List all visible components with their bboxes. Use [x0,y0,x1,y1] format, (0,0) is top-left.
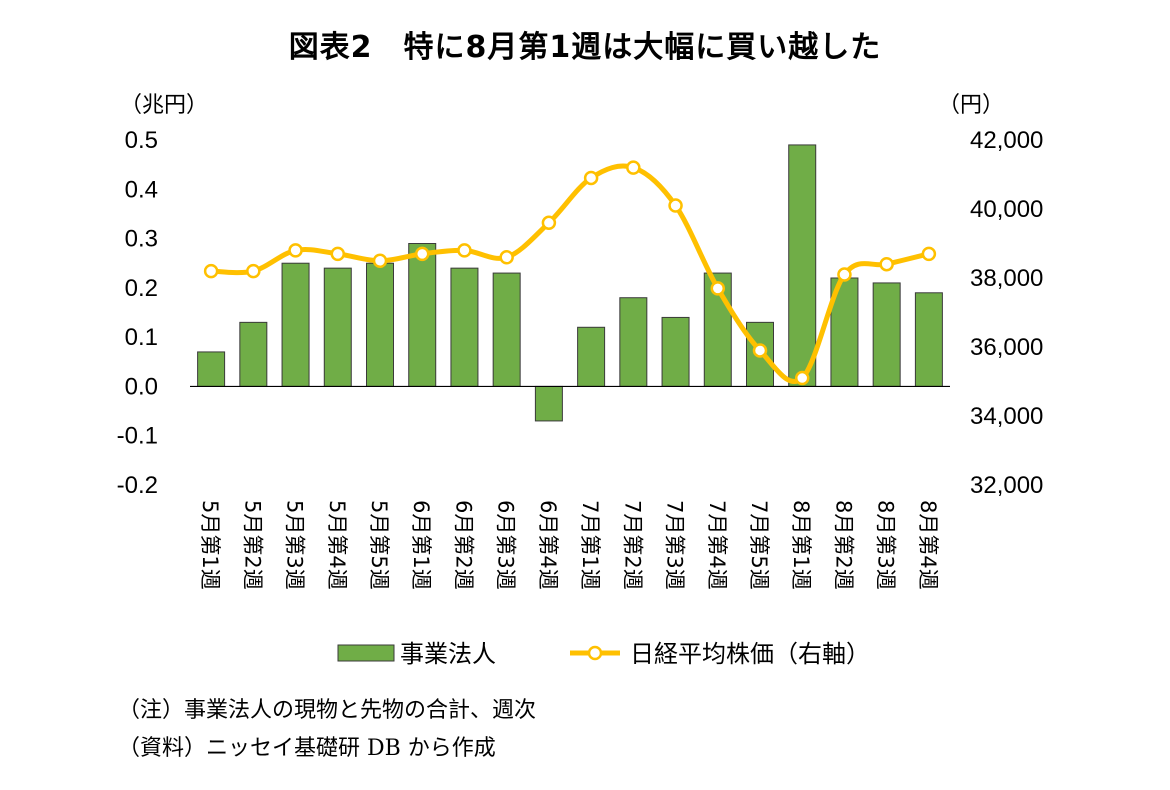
x-axis-label: 5月第4週 [325,500,349,590]
right-axis-tick: 40,000 [970,196,1043,223]
x-axis-label: 6月第1週 [409,500,433,590]
bar [872,282,901,387]
bar [661,316,690,387]
x-axis-label: 5月第3週 [283,500,307,590]
x-axis-labels: 5月第1週 5月第2週 5月第3週 5月第4週 5月第5週 6月第1週 6月第2週 6月第3週… [198,500,940,590]
right-axis-unit: （円） [938,93,1004,118]
line-point [583,170,599,186]
line-point [457,243,472,258]
x-axis-label: 7月第1週 [578,500,602,590]
legend: 事業法人 日経平均株価（右軸） [337,640,870,668]
x-axis-label: 6月第4週 [536,500,560,590]
left-axis-tick: -0.1 [117,423,158,450]
bar [619,297,648,387]
left-axis-tick: 0.0 [125,373,158,400]
line-point [288,243,303,258]
x-axis-label: 7月第4週 [705,500,729,590]
left-axis-tick: 0.4 [125,176,158,203]
line-point [668,198,683,213]
chart-title: 図表2 特に8月第1週は大幅に買い越した [288,30,882,65]
line-point [837,267,852,282]
bar [914,292,943,387]
line-point [879,256,894,272]
line-series [203,160,937,386]
right-axis: （円） 42,000 40,000 38,000 36,000 34,000 32,000 [938,93,1043,499]
x-axis-label: 8月第2週 [831,500,855,590]
line-point [246,263,261,279]
right-axis-tick: 34,000 [970,403,1043,430]
bar [492,272,521,387]
x-axis-label: 6月第3週 [494,500,518,590]
legend-marker [587,645,603,661]
line-point [794,370,810,386]
x-axis-label: 8月第4週 [916,500,940,590]
legend-label-bar: 事業法人 [400,640,496,668]
line-point [372,253,388,268]
line-point [921,246,937,262]
bar [534,385,563,422]
right-axis-tick: 36,000 [970,334,1043,361]
bar [366,262,394,387]
line-point [752,343,768,358]
line-point [541,215,557,231]
line-point [330,246,346,262]
series-line [211,163,930,384]
x-axis-label: 7月第5週 [747,500,771,590]
right-axis-tick: 38,000 [970,265,1043,292]
source-note: （資料）ニッセイ基礎研 DB から作成 [118,736,496,761]
x-axis-label: 5月第1週 [198,500,222,590]
footnote: （注）事業法人の現物と先物の合計、週次 [118,698,537,723]
left-axis-tick: 0.5 [125,127,158,154]
line-point [499,250,514,265]
line-point [626,160,641,175]
left-axis-unit: （兆円） [120,93,208,118]
line-point [203,263,219,279]
bar [577,326,606,387]
line-point [710,281,726,296]
x-axis-label: 7月第3週 [663,500,687,590]
bar [408,243,437,387]
bar [197,351,226,387]
left-axis-tick: 0.3 [125,226,158,253]
left-axis-tick: -0.2 [117,472,158,499]
bar [281,262,310,387]
legend-swatch-bar [337,644,395,662]
legend-label-line: 日経平均株価（右軸） [630,640,870,668]
x-axis-label: 5月第5週 [367,500,391,590]
line-point [414,246,430,262]
bar [788,144,817,387]
bar [323,267,352,387]
x-axis-label: 5月第2週 [240,500,264,590]
bar-series [197,144,943,422]
bar [239,321,268,387]
x-axis-label: 8月第3週 [874,500,898,590]
left-axis: （兆円） 0.5 0.4 0.3 0.2 0.1 0.0 -0.1 -0.2 [117,93,208,499]
x-axis-label: 7月第2週 [620,500,644,590]
x-axis-label: 6月第2週 [451,500,475,590]
left-axis-tick: 0.1 [125,324,158,351]
bar [450,267,479,387]
right-axis-tick: 42,000 [970,127,1043,154]
right-axis-tick: 32,000 [970,472,1043,499]
x-axis-label: 8月第1週 [789,500,813,590]
left-axis-tick: 0.2 [125,275,158,302]
